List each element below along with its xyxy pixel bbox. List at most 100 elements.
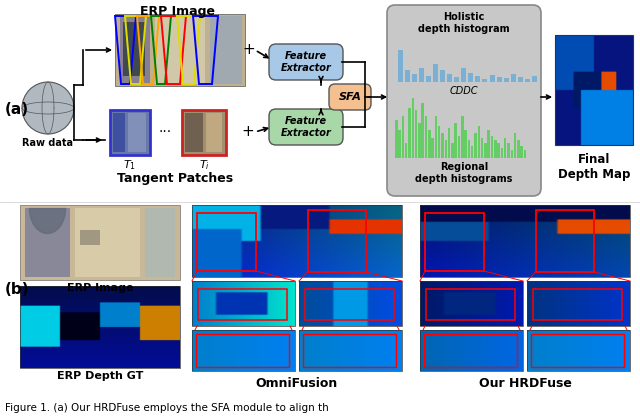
Bar	[468, 140, 470, 158]
Bar	[474, 133, 477, 158]
Bar	[527, 330, 630, 371]
Bar	[448, 128, 451, 158]
Bar	[525, 79, 530, 82]
Text: Figure 1. (a) Our HRDFuse employs the SFA module to align th: Figure 1. (a) Our HRDFuse employs the SF…	[5, 403, 329, 413]
Bar	[476, 76, 481, 82]
Bar	[532, 76, 537, 82]
Bar	[198, 289, 287, 320]
Bar	[128, 113, 146, 152]
Text: Raw data: Raw data	[22, 138, 74, 148]
Bar	[192, 281, 295, 326]
Bar	[481, 138, 483, 158]
Bar	[461, 116, 463, 158]
Bar	[206, 113, 222, 152]
Bar	[395, 120, 397, 158]
Bar	[182, 110, 226, 155]
Bar	[412, 98, 414, 158]
Bar	[468, 73, 474, 82]
Bar	[0, 0, 640, 200]
Bar	[451, 143, 454, 158]
Bar	[307, 210, 366, 272]
Text: ···: ···	[159, 125, 172, 139]
Bar	[412, 74, 417, 82]
Bar	[445, 140, 447, 158]
Bar	[299, 281, 402, 326]
Bar	[491, 136, 493, 158]
Bar	[426, 76, 431, 82]
Bar	[497, 77, 502, 82]
Bar	[524, 150, 526, 158]
Bar	[477, 126, 480, 158]
Bar	[303, 334, 396, 367]
Bar	[494, 140, 497, 158]
Bar	[438, 126, 440, 158]
Bar	[507, 143, 509, 158]
Bar	[185, 113, 203, 152]
Bar	[426, 289, 515, 320]
Text: ERP Image: ERP Image	[67, 283, 133, 293]
Bar	[192, 205, 402, 277]
Text: $T_1$: $T_1$	[124, 158, 136, 172]
Bar	[120, 16, 150, 84]
Bar	[461, 68, 467, 82]
Bar	[464, 130, 467, 158]
Bar	[440, 70, 445, 82]
Bar	[398, 50, 403, 82]
Bar	[110, 110, 150, 155]
Bar	[500, 148, 503, 158]
Bar	[305, 289, 394, 320]
Bar	[441, 133, 444, 158]
Text: +: +	[242, 124, 254, 139]
Bar	[458, 136, 460, 158]
Bar	[155, 16, 205, 84]
Bar	[80, 230, 100, 245]
Bar	[415, 110, 417, 158]
Text: ERP Image: ERP Image	[141, 5, 216, 18]
Bar	[517, 140, 520, 158]
Bar	[504, 78, 509, 82]
Bar	[435, 116, 437, 158]
Bar	[402, 116, 404, 158]
Text: ERP Depth GT: ERP Depth GT	[57, 371, 143, 381]
Text: SFA: SFA	[339, 92, 362, 102]
Bar	[504, 138, 506, 158]
Bar	[484, 143, 486, 158]
Bar	[520, 146, 523, 158]
Bar	[192, 330, 295, 371]
Bar	[447, 74, 452, 82]
Text: Final
Depth Map: Final Depth Map	[558, 153, 630, 181]
Bar	[433, 64, 438, 82]
Text: OmniFusion: OmniFusion	[256, 377, 338, 390]
Bar	[123, 22, 145, 76]
Bar	[299, 330, 402, 371]
Text: Our HRDFuse: Our HRDFuse	[479, 377, 572, 390]
Bar	[421, 103, 424, 158]
Bar	[398, 130, 401, 158]
Bar	[527, 281, 630, 326]
Text: Feature
Extractor: Feature Extractor	[280, 51, 332, 73]
Bar	[490, 75, 495, 82]
Bar	[533, 289, 622, 320]
Bar	[425, 213, 484, 271]
FancyBboxPatch shape	[269, 109, 343, 145]
Bar	[454, 123, 457, 158]
Bar	[424, 334, 517, 367]
Bar	[419, 68, 424, 82]
Text: (b): (b)	[5, 283, 29, 297]
Bar	[420, 281, 523, 326]
Bar	[405, 70, 410, 82]
Bar	[418, 123, 420, 158]
Bar	[405, 143, 408, 158]
Bar	[454, 77, 460, 82]
Bar	[420, 205, 630, 277]
Text: $T_i$: $T_i$	[198, 158, 209, 172]
Bar	[431, 138, 434, 158]
Text: Tangent Patches: Tangent Patches	[117, 172, 233, 185]
Bar	[511, 74, 516, 82]
Bar	[471, 146, 474, 158]
Bar	[408, 108, 411, 158]
Text: +: +	[243, 42, 255, 58]
Text: Feature
Extractor: Feature Extractor	[280, 116, 332, 138]
Bar	[425, 116, 428, 158]
Bar	[210, 16, 242, 84]
